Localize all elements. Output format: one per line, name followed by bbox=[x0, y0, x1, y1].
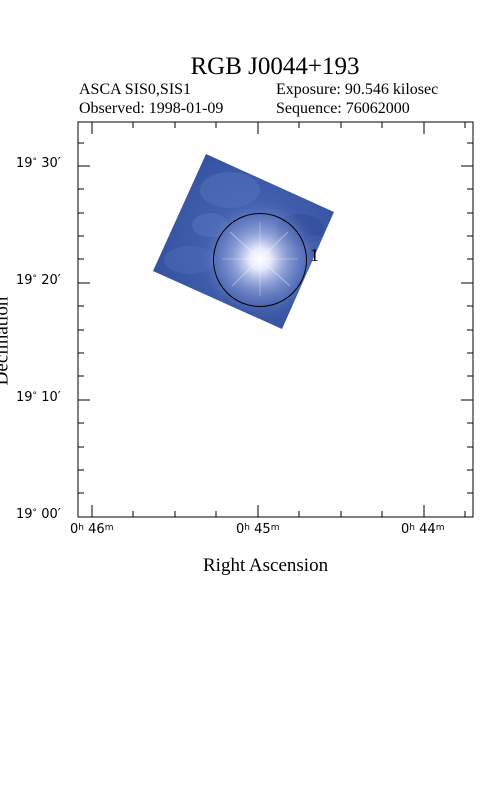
sequence-label: Sequence: 76062000 bbox=[276, 100, 410, 117]
exposure-label: Exposure: 90.546 kilosec bbox=[276, 81, 439, 98]
observed-label: Observed: 1998-01-09 bbox=[79, 100, 224, 117]
instrument-label: ASCA SIS0,SIS1 bbox=[79, 81, 192, 98]
y-tick-label: 19° 30′ bbox=[16, 156, 61, 171]
field-noise bbox=[164, 172, 329, 319]
image-title: RGB J0044+193 bbox=[190, 53, 360, 80]
source-region-circle bbox=[213, 213, 307, 307]
x-axis-title: Right Ascension bbox=[203, 555, 329, 576]
x-tick-label: 0h 44m bbox=[401, 522, 445, 537]
x-minor-ticks bbox=[132, 122, 466, 517]
x-tick-label: 0h 46m bbox=[70, 522, 114, 537]
y-tick-label: 19° 20′ bbox=[16, 273, 61, 288]
x-major-ticks bbox=[91, 122, 425, 517]
y-axis-title: Declination bbox=[0, 296, 13, 386]
source-number-label: 1 bbox=[310, 245, 319, 265]
y-major-ticks bbox=[78, 165, 473, 401]
y-minor-ticks bbox=[78, 142, 473, 494]
y-tick-label: 19° 00′ bbox=[16, 507, 61, 522]
y-tick-label: 19° 10′ bbox=[16, 390, 61, 405]
x-tick-label: 0h 45m bbox=[236, 522, 280, 537]
plot-frame bbox=[77, 121, 474, 518]
